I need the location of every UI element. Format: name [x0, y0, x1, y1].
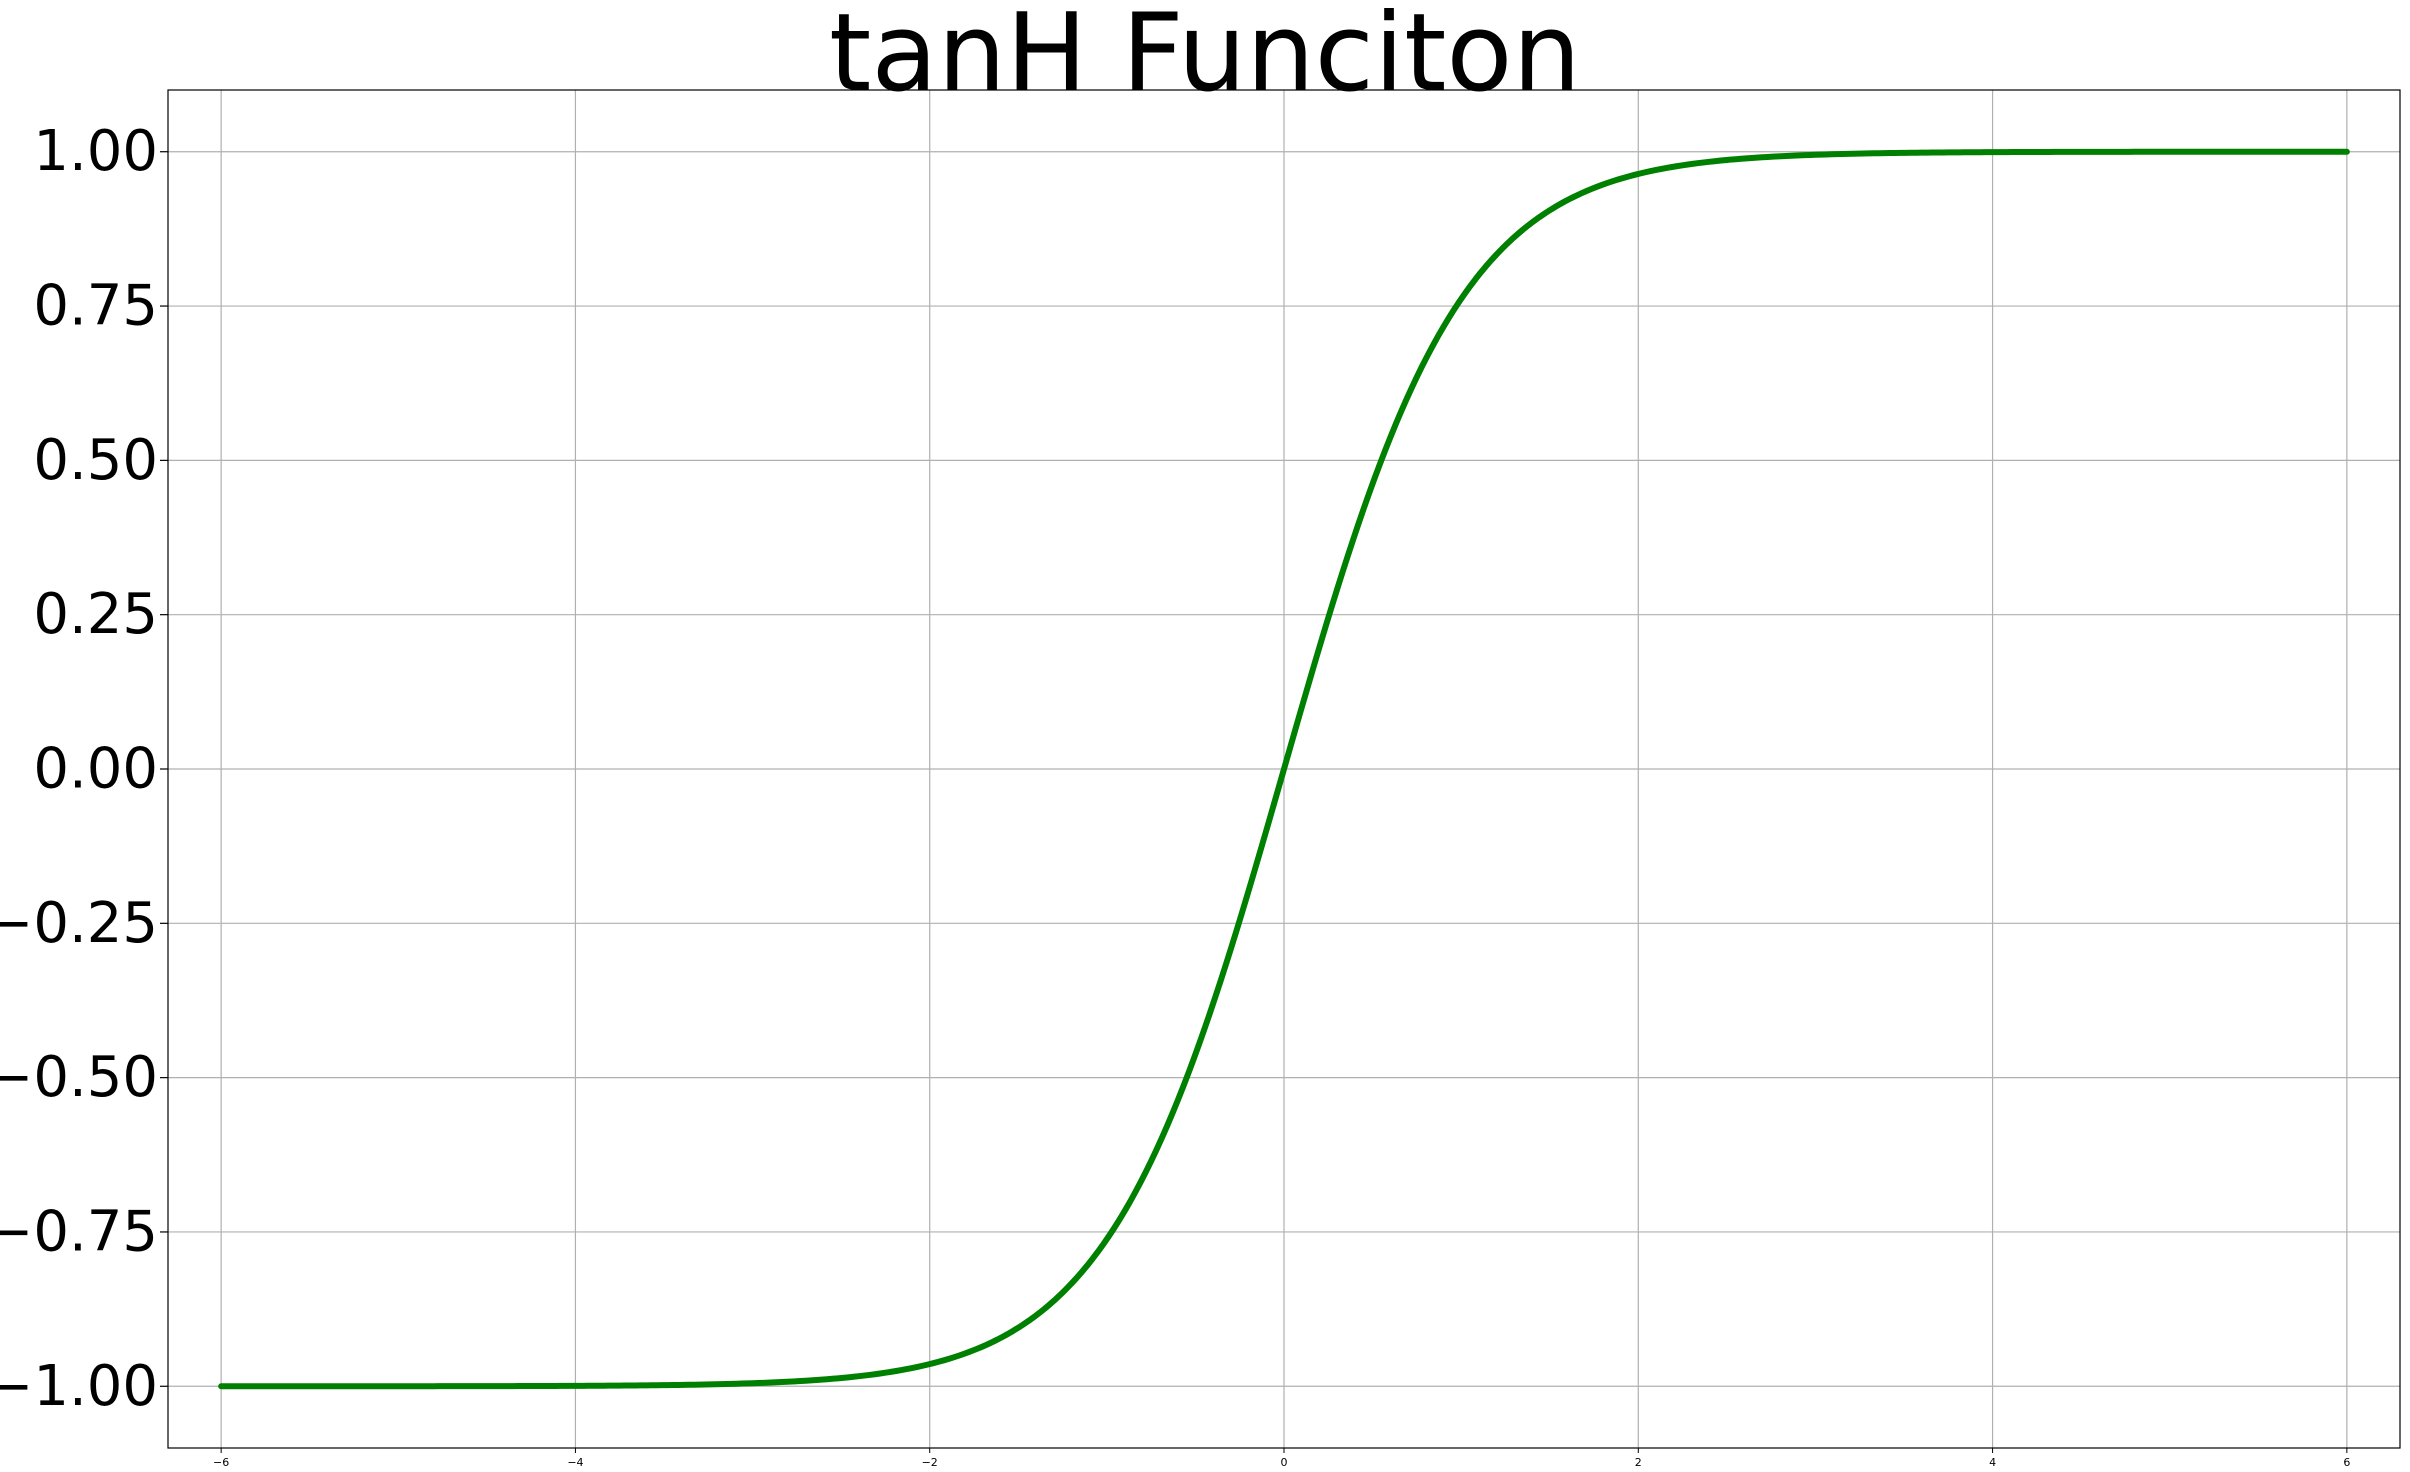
- x-tick-label: −2: [922, 1456, 938, 1469]
- x-tick-label: −6: [213, 1456, 229, 1469]
- y-tick-label: 0.00: [33, 737, 158, 802]
- x-tick-label: 0: [1281, 1456, 1288, 1469]
- x-tick-label: 4: [1989, 1456, 1996, 1469]
- y-tick-label: −1.00: [0, 1354, 158, 1419]
- y-tick-label: 0.75: [33, 274, 158, 339]
- ticks: −6 −4 −2 0 2 4 6 1.00 0.75 0.50 0.25 0.00 −0.25 −0.50…: [0, 119, 2350, 1469]
- y-tick-label: 0.25: [33, 582, 158, 647]
- y-tick-label: 0.50: [33, 428, 158, 493]
- grid-lines: [168, 90, 2400, 1448]
- y-tick-label: −0.25: [0, 891, 158, 956]
- series-layer: [218, 148, 2350, 1390]
- x-tick-label: 2: [1635, 1456, 1642, 1469]
- x-tick-label: 6: [2343, 1456, 2350, 1469]
- y-tick-label: 1.00: [33, 119, 158, 184]
- series-line-tanh: [218, 148, 2350, 1390]
- x-tick-label: −4: [567, 1456, 583, 1469]
- y-tick-label: −0.75: [0, 1199, 158, 1264]
- y-tick-label: −0.50: [0, 1045, 158, 1110]
